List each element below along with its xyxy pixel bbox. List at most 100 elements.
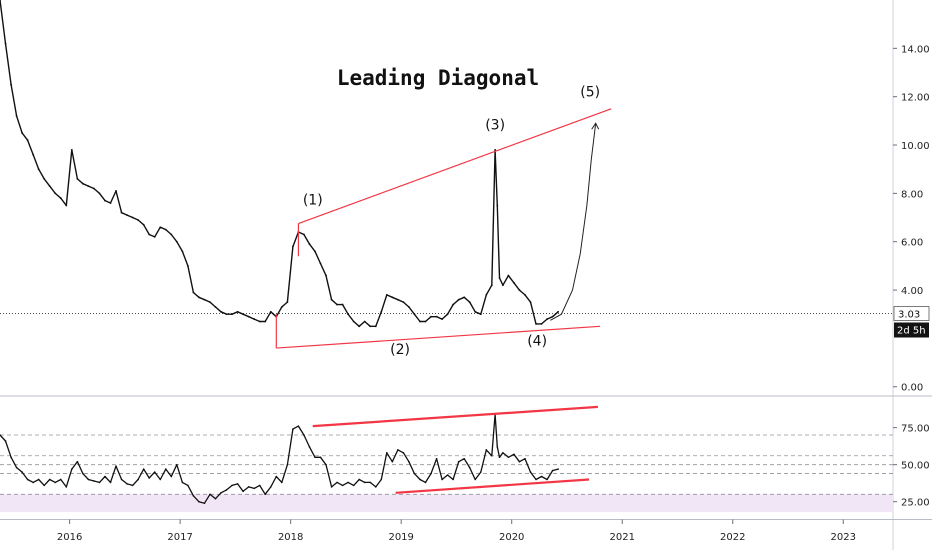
wave-label: (5) — [580, 85, 600, 101]
rsi-point — [457, 460, 460, 463]
wave-5-projection-curve — [550, 123, 597, 321]
price-point — [286, 301, 289, 304]
rsi-point — [358, 478, 360, 481]
price-point — [131, 216, 134, 219]
price-point — [43, 177, 46, 180]
price-point — [385, 293, 388, 296]
rsi-lower-trend-line[interactable] — [395, 478, 590, 494]
rsi-point — [308, 446, 311, 448]
rsi-point — [468, 466, 471, 469]
price-point — [164, 228, 167, 231]
price-point — [148, 233, 151, 236]
price-point — [524, 293, 526, 296]
price-point — [391, 296, 394, 299]
price-point — [336, 303, 338, 306]
rsi-point — [369, 481, 372, 484]
price-point — [341, 303, 344, 306]
rsi-point — [43, 484, 46, 487]
price-series-line[interactable] — [0, 0, 559, 327]
price-point — [314, 250, 316, 253]
last-price-label: 3.03 — [898, 310, 920, 321]
price-point — [247, 315, 250, 318]
rsi-point — [142, 468, 145, 470]
price-point — [280, 306, 283, 308]
price-point — [380, 310, 383, 313]
price-point — [264, 320, 267, 323]
price-point — [76, 177, 79, 180]
rsi-point — [164, 468, 167, 470]
rsi-point — [4, 440, 7, 442]
rsi-point — [557, 468, 559, 470]
price-point — [126, 214, 128, 217]
wedge-lower-line[interactable] — [276, 325, 601, 349]
price-point — [374, 325, 377, 328]
rsi-point — [374, 486, 377, 488]
price-point — [363, 320, 366, 323]
rsi-point — [65, 486, 68, 488]
rsi-point — [341, 484, 344, 487]
rsi-point — [546, 478, 548, 481]
rsi-point — [281, 481, 283, 484]
x-tick-label: 2018 — [278, 532, 303, 543]
price-point — [203, 298, 206, 301]
rsi-point — [264, 493, 267, 496]
rsi-point — [26, 478, 29, 481]
price-point — [109, 202, 112, 204]
wave-label: (4) — [527, 334, 547, 350]
rsi-point — [507, 456, 510, 459]
price-point — [104, 199, 106, 202]
rsi-point — [363, 481, 366, 484]
rsi-point — [203, 502, 206, 504]
rsi-point — [126, 483, 128, 485]
rsi-point — [209, 493, 211, 496]
rsi-point — [286, 463, 289, 466]
price-point — [220, 310, 222, 313]
price-point — [408, 306, 410, 308]
price-point — [93, 187, 95, 190]
price-point — [513, 281, 515, 284]
price-point — [0, 0, 1, 1]
rsi-point — [198, 500, 200, 503]
rsi-point — [452, 478, 454, 481]
rsi-upper-trend-line[interactable] — [312, 405, 598, 428]
rsi-point — [115, 465, 117, 467]
rsi-point — [529, 471, 532, 473]
rsi-point — [59, 478, 62, 481]
rsi-point — [347, 481, 349, 484]
rsi-point — [269, 486, 272, 488]
price-point — [21, 132, 24, 134]
price-point — [529, 301, 532, 304]
rsi-point — [104, 475, 106, 478]
wave-label: (3) — [485, 117, 505, 133]
rsi-point — [435, 457, 438, 460]
price-point — [419, 320, 421, 323]
price-point — [441, 318, 443, 320]
rsi-point — [502, 452, 504, 454]
price-point — [330, 298, 333, 301]
x-tick-label: 2022 — [720, 532, 745, 543]
rsi-point — [535, 478, 537, 481]
rsi-point — [231, 484, 233, 487]
rsi-series-line[interactable] — [0, 413, 559, 504]
rsi-point — [98, 481, 101, 484]
x-tick-label: 2017 — [167, 532, 192, 543]
rsi-point — [380, 478, 383, 481]
price-point — [159, 226, 162, 229]
price-point — [26, 139, 29, 142]
price-y-tick-label: 14.00 — [901, 44, 930, 55]
rsi-point — [479, 471, 482, 473]
rsi-oversold-band — [0, 494, 893, 513]
rsi-point — [513, 453, 515, 456]
rsi-point — [297, 425, 300, 427]
price-point — [81, 182, 84, 185]
rsi-point — [82, 472, 84, 475]
rsi-point — [220, 492, 222, 494]
wedge-upper-line[interactable] — [298, 108, 612, 225]
rsi-point — [424, 481, 427, 484]
price-point — [352, 320, 355, 323]
price-point — [490, 284, 493, 287]
rsi-point — [87, 478, 90, 481]
price-point — [518, 289, 521, 291]
price-point — [142, 223, 145, 226]
